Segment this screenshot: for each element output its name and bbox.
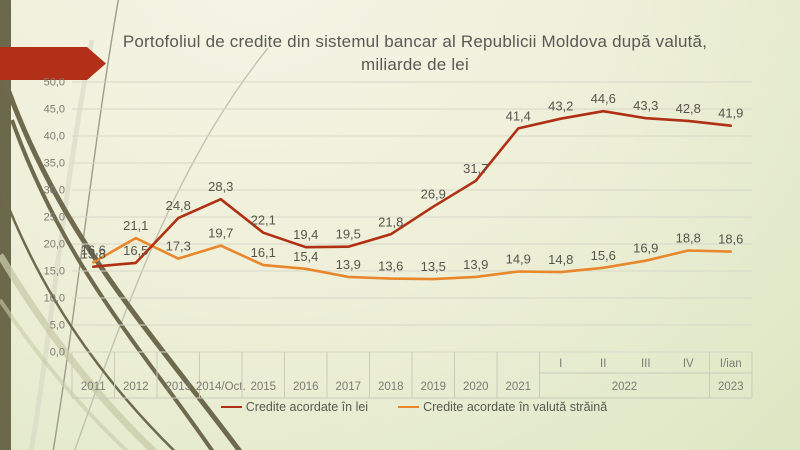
- svg-text:2020: 2020: [463, 381, 489, 393]
- legend-label-valuta: Credite acordate în valută străină: [423, 400, 608, 414]
- svg-text:IV: IV: [683, 358, 694, 370]
- svg-text:III: III: [641, 358, 651, 370]
- svg-text:2019: 2019: [420, 381, 446, 393]
- svg-text:44,6: 44,6: [591, 91, 616, 106]
- svg-text:13,9: 13,9: [463, 257, 488, 272]
- svg-text:14,9: 14,9: [506, 252, 531, 267]
- legend-line-swatch-lei: [220, 405, 242, 409]
- svg-text:30,0: 30,0: [44, 185, 65, 197]
- svg-text:28,3: 28,3: [208, 179, 233, 194]
- svg-text:2013: 2013: [165, 381, 191, 393]
- svg-text:16,9: 16,9: [633, 241, 658, 256]
- svg-text:25,0: 25,0: [44, 212, 65, 224]
- red-arrow-shape: [0, 47, 106, 80]
- svg-text:5,0: 5,0: [50, 320, 65, 332]
- svg-text:15,8: 15,8: [81, 247, 106, 262]
- svg-text:22,1: 22,1: [251, 213, 276, 228]
- dark-swirl-shape-2: [10, 119, 215, 450]
- svg-text:I: I: [559, 358, 562, 370]
- svg-text:2014/Oct.: 2014/Oct.: [196, 381, 246, 393]
- svg-text:2012: 2012: [123, 381, 149, 393]
- svg-text:0,0: 0,0: [50, 347, 65, 359]
- svg-text:13,6: 13,6: [378, 259, 403, 274]
- svg-text:16,6: 16,6: [81, 242, 106, 257]
- svg-text:2015: 2015: [250, 381, 276, 393]
- svg-text:II: II: [600, 358, 606, 370]
- thin-arc-shape: [52, 0, 119, 450]
- svg-text:2018: 2018: [378, 381, 404, 393]
- legend-item-valuta: Credite acordate în valută străină: [398, 400, 607, 414]
- svg-text:31,7: 31,7: [463, 161, 488, 176]
- dark-swirl-shape-3: [0, 184, 176, 450]
- svg-text:18,6: 18,6: [718, 232, 743, 247]
- svg-text:50,0: 50,0: [44, 77, 65, 89]
- thin-arc-shape-2: [74, 47, 269, 450]
- svg-text:16,5: 16,5: [123, 243, 148, 258]
- svg-text:26,9: 26,9: [421, 187, 446, 202]
- svg-text:19,7: 19,7: [208, 226, 233, 241]
- svg-text:41,4: 41,4: [506, 108, 531, 123]
- legend-label-lei: Credite acordate în lei: [245, 400, 369, 414]
- svg-text:41,9: 41,9: [718, 106, 743, 121]
- svg-text:15,0: 15,0: [44, 266, 65, 278]
- chart-legend: Credite acordate în lei Credite acordate…: [14, 400, 800, 414]
- svg-text:45,0: 45,0: [44, 104, 65, 116]
- svg-text:35,0: 35,0: [44, 158, 65, 170]
- svg-text:2017: 2017: [335, 381, 361, 393]
- svg-text:2022: 2022: [612, 381, 638, 393]
- legend-line-swatch-valuta: [398, 405, 420, 409]
- svg-text:18,8: 18,8: [676, 231, 701, 246]
- svg-text:17,3: 17,3: [166, 239, 191, 254]
- olive-accent-bar: [0, 0, 11, 450]
- svg-text:2023: 2023: [718, 381, 744, 393]
- svg-text:19,5: 19,5: [336, 227, 361, 242]
- svg-text:16,1: 16,1: [251, 245, 276, 260]
- svg-text:14,8: 14,8: [548, 252, 573, 267]
- svg-text:2021: 2021: [505, 381, 531, 393]
- svg-text:40,0: 40,0: [44, 131, 65, 143]
- legend-item-lei: Credite acordate în lei: [220, 400, 369, 414]
- svg-text:15,6: 15,6: [591, 248, 616, 263]
- svg-text:20,0: 20,0: [44, 239, 65, 251]
- svg-text:13,9: 13,9: [336, 257, 361, 272]
- svg-text:19,4: 19,4: [293, 227, 318, 242]
- chart-title: Portofoliul de credite din sistemul banc…: [122, 32, 708, 74]
- svg-text:21,8: 21,8: [378, 214, 403, 229]
- light-swirl-shape: [0, 253, 158, 450]
- svg-text:24,8: 24,8: [166, 198, 191, 213]
- svg-text:I/ian: I/ian: [720, 358, 742, 370]
- svg-text:15,4: 15,4: [293, 249, 318, 264]
- svg-text:43,3: 43,3: [633, 98, 658, 113]
- svg-text:42,8: 42,8: [676, 101, 701, 116]
- pale-arc-shape: [28, 39, 95, 450]
- svg-text:21,1: 21,1: [123, 218, 148, 233]
- svg-text:43,2: 43,2: [548, 99, 573, 114]
- light-swirl-shape-2: [0, 298, 129, 450]
- svg-text:2016: 2016: [293, 381, 319, 393]
- svg-text:10,0: 10,0: [44, 293, 65, 305]
- dark-swirl-shape: [1, 77, 243, 450]
- svg-text:13,5: 13,5: [421, 259, 446, 274]
- svg-text:2011: 2011: [81, 381, 106, 393]
